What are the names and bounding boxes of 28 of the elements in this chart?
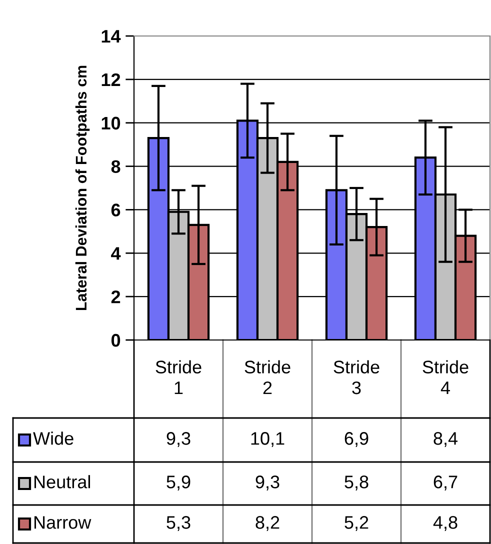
data-label: 5,2 — [344, 516, 368, 531]
data-label: 9,3 — [256, 476, 280, 490]
data-label: 5,8 — [344, 476, 368, 490]
y-tick-label: 0 — [111, 334, 120, 347]
y-tick-label: 10 — [102, 116, 120, 130]
data-label: 9,3 — [166, 432, 190, 447]
data-label: 4,8 — [433, 516, 458, 531]
x-tick-label: Stride 2 — [244, 360, 290, 394]
data-label: 6,9 — [344, 432, 368, 447]
x-tick-label: Stride 4 — [422, 360, 468, 394]
data-label: 5,3 — [166, 516, 190, 531]
y-tick-label: 2 — [111, 290, 120, 304]
y-tick-label: 8 — [111, 160, 120, 174]
legend-label: Wide — [33, 432, 74, 445]
legend-label: Narrow — [34, 516, 92, 529]
x-tick-label: Stride 3 — [334, 360, 380, 394]
data-label: 10,1 — [251, 432, 284, 447]
y-tick-label: 14 — [102, 30, 121, 43]
y-axis-title: Lateral Deviation of Footpaths cm — [75, 66, 90, 310]
data-label: 8,2 — [256, 516, 280, 531]
legend-label: Neutral — [34, 475, 90, 488]
y-tick-label: 4 — [111, 247, 121, 260]
data-label: 5,9 — [166, 476, 190, 490]
data-label: 6,7 — [434, 476, 458, 490]
y-tick-label: 6 — [111, 204, 120, 216]
data-label: 8,4 — [434, 432, 458, 447]
x-tick-label: Stride 1 — [156, 360, 202, 394]
y-tick-label: 12 — [102, 73, 120, 86]
